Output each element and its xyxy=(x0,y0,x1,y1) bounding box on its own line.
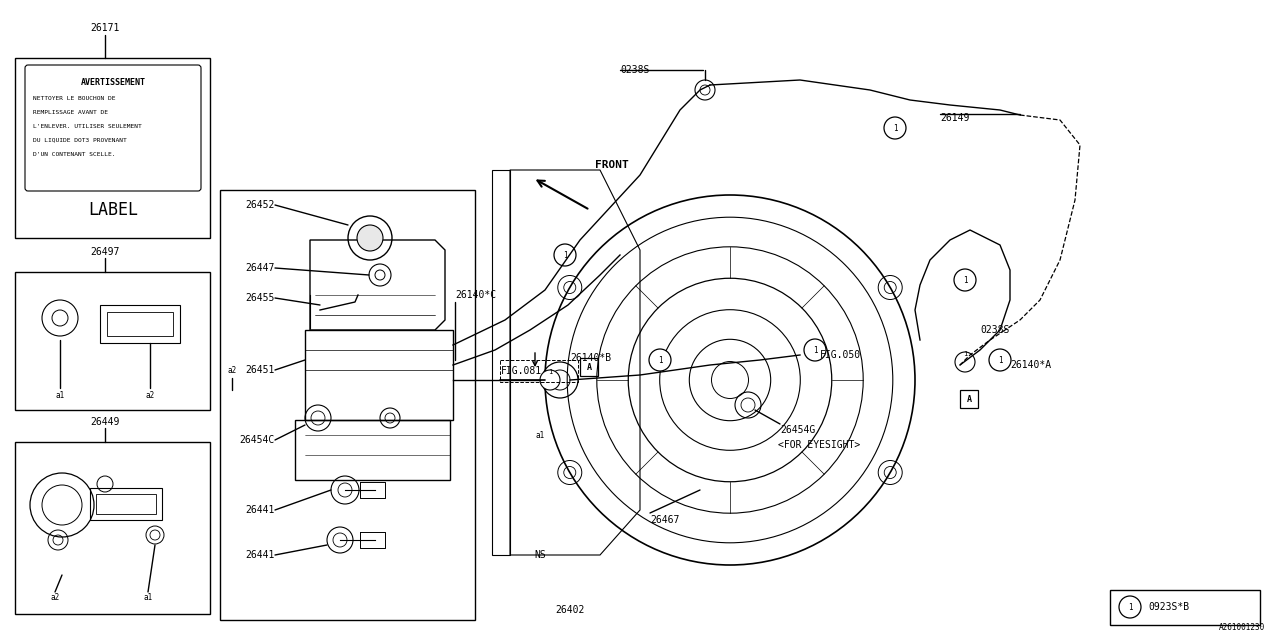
Text: AVERTISSEMENT: AVERTISSEMENT xyxy=(81,77,146,86)
Text: FIG.050: FIG.050 xyxy=(820,350,861,360)
Text: 26497: 26497 xyxy=(91,247,120,257)
Circle shape xyxy=(554,244,576,266)
Text: 26454C: 26454C xyxy=(239,435,275,445)
Text: 1: 1 xyxy=(1128,602,1133,611)
Text: <FOR EYESIGHT>: <FOR EYESIGHT> xyxy=(778,440,860,450)
Text: DU LIQUIDE DOT3 PROVENANT: DU LIQUIDE DOT3 PROVENANT xyxy=(33,138,127,143)
FancyBboxPatch shape xyxy=(26,65,201,191)
Text: 26441: 26441 xyxy=(246,550,275,560)
Text: 26454G: 26454G xyxy=(780,425,815,435)
Text: 26140*C: 26140*C xyxy=(454,290,497,300)
Text: 26140*B: 26140*B xyxy=(570,353,611,363)
Text: 1: 1 xyxy=(813,346,818,355)
Bar xyxy=(90,488,163,520)
Bar xyxy=(500,360,579,382)
Text: 1: 1 xyxy=(997,355,1002,365)
Text: 26455: 26455 xyxy=(246,293,275,303)
Bar xyxy=(305,330,453,420)
Bar xyxy=(580,358,598,376)
Circle shape xyxy=(540,370,561,390)
Bar xyxy=(96,494,156,514)
Circle shape xyxy=(954,269,977,291)
Text: FRONT: FRONT xyxy=(595,160,628,170)
Text: REMPLISSAGE AVANT DE: REMPLISSAGE AVANT DE xyxy=(33,109,108,115)
Circle shape xyxy=(989,349,1011,371)
Text: D'UN CONTENANT SCELLE.: D'UN CONTENANT SCELLE. xyxy=(33,152,115,157)
Text: 26452: 26452 xyxy=(246,200,275,210)
Text: 1: 1 xyxy=(892,124,897,132)
Bar xyxy=(15,272,210,410)
Text: LABEL: LABEL xyxy=(88,201,138,219)
Text: FIG.081: FIG.081 xyxy=(500,366,543,376)
Text: a2: a2 xyxy=(50,593,60,602)
Text: 26171: 26171 xyxy=(91,23,120,33)
Circle shape xyxy=(804,339,826,361)
Bar xyxy=(108,312,173,336)
Bar xyxy=(220,190,475,620)
Text: 26447: 26447 xyxy=(246,263,275,273)
Text: 0238S: 0238S xyxy=(980,325,1010,335)
Bar xyxy=(294,420,451,480)
Bar xyxy=(15,442,210,614)
Circle shape xyxy=(955,352,975,372)
Text: 1: 1 xyxy=(563,250,567,259)
Text: a1: a1 xyxy=(535,431,544,440)
Text: 26140*A: 26140*A xyxy=(1010,360,1051,370)
Bar xyxy=(100,305,180,343)
Text: a1: a1 xyxy=(55,390,64,399)
Text: 0923S*B: 0923S*B xyxy=(1148,602,1189,612)
Text: 26402: 26402 xyxy=(556,605,585,615)
Text: NS: NS xyxy=(534,550,545,560)
Text: A: A xyxy=(966,394,972,403)
Text: 26441: 26441 xyxy=(246,505,275,515)
Text: 1: 1 xyxy=(658,355,662,365)
Circle shape xyxy=(357,225,383,251)
Circle shape xyxy=(649,349,671,371)
Text: 26149: 26149 xyxy=(940,113,969,123)
Bar xyxy=(15,58,210,238)
Text: 1: 1 xyxy=(963,351,968,357)
Text: 1: 1 xyxy=(548,369,552,375)
Text: a2: a2 xyxy=(228,365,237,374)
Text: NETTOYER LE BOUCHON DE: NETTOYER LE BOUCHON DE xyxy=(33,95,115,100)
Text: 26467: 26467 xyxy=(650,515,680,525)
Text: a2: a2 xyxy=(146,390,155,399)
Text: a1: a1 xyxy=(143,593,152,602)
Text: 1: 1 xyxy=(963,275,968,285)
Circle shape xyxy=(1119,596,1140,618)
Text: L'ENLEVER. UTILISER SEULEMENT: L'ENLEVER. UTILISER SEULEMENT xyxy=(33,124,142,129)
Bar xyxy=(492,170,509,555)
Text: A261001230: A261001230 xyxy=(1219,623,1265,632)
Text: 26449: 26449 xyxy=(91,417,120,427)
Circle shape xyxy=(884,117,906,139)
Text: 26451: 26451 xyxy=(246,365,275,375)
Text: 0238S: 0238S xyxy=(620,65,649,75)
Bar xyxy=(960,390,978,408)
Text: A: A xyxy=(586,362,591,371)
Bar xyxy=(1110,590,1260,625)
